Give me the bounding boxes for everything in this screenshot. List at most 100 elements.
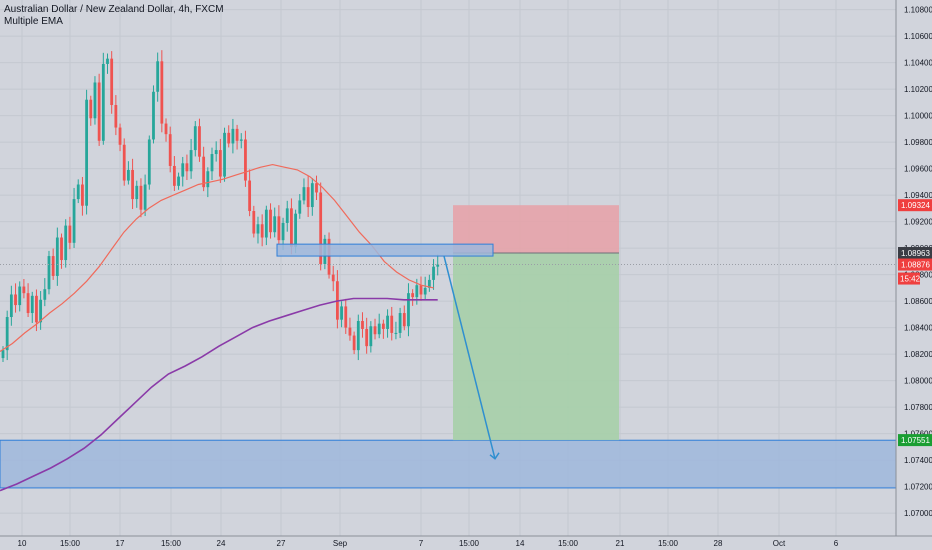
x-tick-label: 15:00 <box>558 539 579 548</box>
candle-body <box>47 256 51 290</box>
candle-body <box>193 126 197 151</box>
y-tick-label: 1.07200 <box>904 483 932 492</box>
stop-price-label: 1.09324 <box>901 201 930 210</box>
candle-body <box>139 185 143 210</box>
candle-body <box>386 315 389 329</box>
candle-body <box>18 286 22 306</box>
y-tick-label: 1.09800 <box>904 138 932 147</box>
x-tick-label: 15:00 <box>459 539 480 548</box>
candle-body <box>168 134 172 166</box>
candle-body <box>277 216 281 241</box>
candle-body <box>365 328 369 347</box>
y-tick-label: 1.07000 <box>904 509 932 518</box>
y-tick-label: 1.10400 <box>904 59 932 68</box>
candle-body <box>227 132 231 144</box>
candle-body <box>402 313 406 327</box>
y-tick-label: 1.07800 <box>904 403 932 412</box>
candle-body <box>164 123 168 135</box>
candle-body <box>361 320 364 329</box>
x-tick-label: 28 <box>714 539 723 548</box>
countdown-label: 15:42 <box>900 275 921 284</box>
ema-fast-line <box>0 163 434 353</box>
candle-body <box>252 211 256 234</box>
candle-body <box>97 82 101 141</box>
candle-body <box>55 237 59 276</box>
candle-body <box>122 144 126 181</box>
candle-body <box>177 176 180 186</box>
y-tick-label: 1.08600 <box>904 297 932 306</box>
candle-body <box>381 323 385 329</box>
x-tick-label: 14 <box>516 539 525 548</box>
candle-body <box>81 184 84 206</box>
candle-body <box>390 315 394 333</box>
candle-body <box>319 192 323 265</box>
candle-body <box>269 209 272 233</box>
y-tick-label: 1.09600 <box>904 165 932 174</box>
candle-body <box>60 237 63 261</box>
candle-body <box>51 256 55 276</box>
candle-body <box>340 306 343 320</box>
candle-body <box>436 264 440 267</box>
projection-arrow <box>443 255 496 459</box>
x-tick-label: 21 <box>616 539 625 548</box>
y-tick-label: 1.09400 <box>904 191 932 200</box>
candle-body <box>189 150 193 172</box>
candle-body <box>231 128 235 144</box>
x-tick-label: 6 <box>834 539 839 548</box>
candle-body <box>315 183 318 193</box>
ema-slow-line <box>0 297 438 492</box>
y-tick-label: 1.09200 <box>904 218 932 227</box>
candle-body <box>143 184 147 210</box>
candle-body <box>415 285 419 298</box>
x-tick-label: 15:00 <box>161 539 182 548</box>
candle-body <box>110 58 114 106</box>
candle-body <box>72 199 76 243</box>
x-tick-label: 10 <box>18 539 27 548</box>
candle-body <box>223 132 226 177</box>
candle-body <box>356 320 360 351</box>
x-tick-label: 15:00 <box>60 539 81 548</box>
candle-body <box>64 225 68 261</box>
candle-body <box>273 216 277 233</box>
candle-body <box>432 266 435 280</box>
candle-body <box>290 208 293 247</box>
y-tick-label: 1.10800 <box>904 6 932 15</box>
candle-body <box>106 58 109 64</box>
candle-body <box>202 156 206 188</box>
candle-body <box>35 295 38 323</box>
candle-body <box>114 105 118 128</box>
candle-body <box>101 63 105 141</box>
candle-body <box>244 139 247 181</box>
candle-body <box>118 127 122 145</box>
candle-body <box>206 171 210 188</box>
candle-body <box>152 91 155 140</box>
candle-body <box>260 224 264 238</box>
symbol-title: Australian Dollar / New Zealand Dollar, … <box>4 4 224 15</box>
resistance-zone <box>276 243 494 257</box>
short-position-tool <box>453 205 619 441</box>
ema-layer <box>0 163 438 492</box>
candle-body <box>198 126 201 157</box>
stop-price-label-bg <box>898 199 932 212</box>
candle-body <box>407 293 410 327</box>
y-tick-label: 1.08200 <box>904 350 932 359</box>
current-price-label-bg <box>898 258 932 271</box>
countdown-bg <box>898 272 920 285</box>
candle-body <box>302 187 306 201</box>
candle-body <box>26 293 30 314</box>
candle-body <box>218 150 222 177</box>
y-tick-label: 1.10600 <box>904 32 932 41</box>
candle-body <box>135 185 139 200</box>
candle-body <box>248 180 252 212</box>
candle-body <box>68 225 72 243</box>
x-tick-label: 27 <box>277 539 286 548</box>
support-zone <box>0 439 897 489</box>
candle-body <box>239 139 243 141</box>
candle-body <box>394 332 398 334</box>
candle-body <box>427 279 431 288</box>
candle-body <box>214 150 218 155</box>
candle-body <box>327 238 331 275</box>
candle-body <box>30 295 34 314</box>
